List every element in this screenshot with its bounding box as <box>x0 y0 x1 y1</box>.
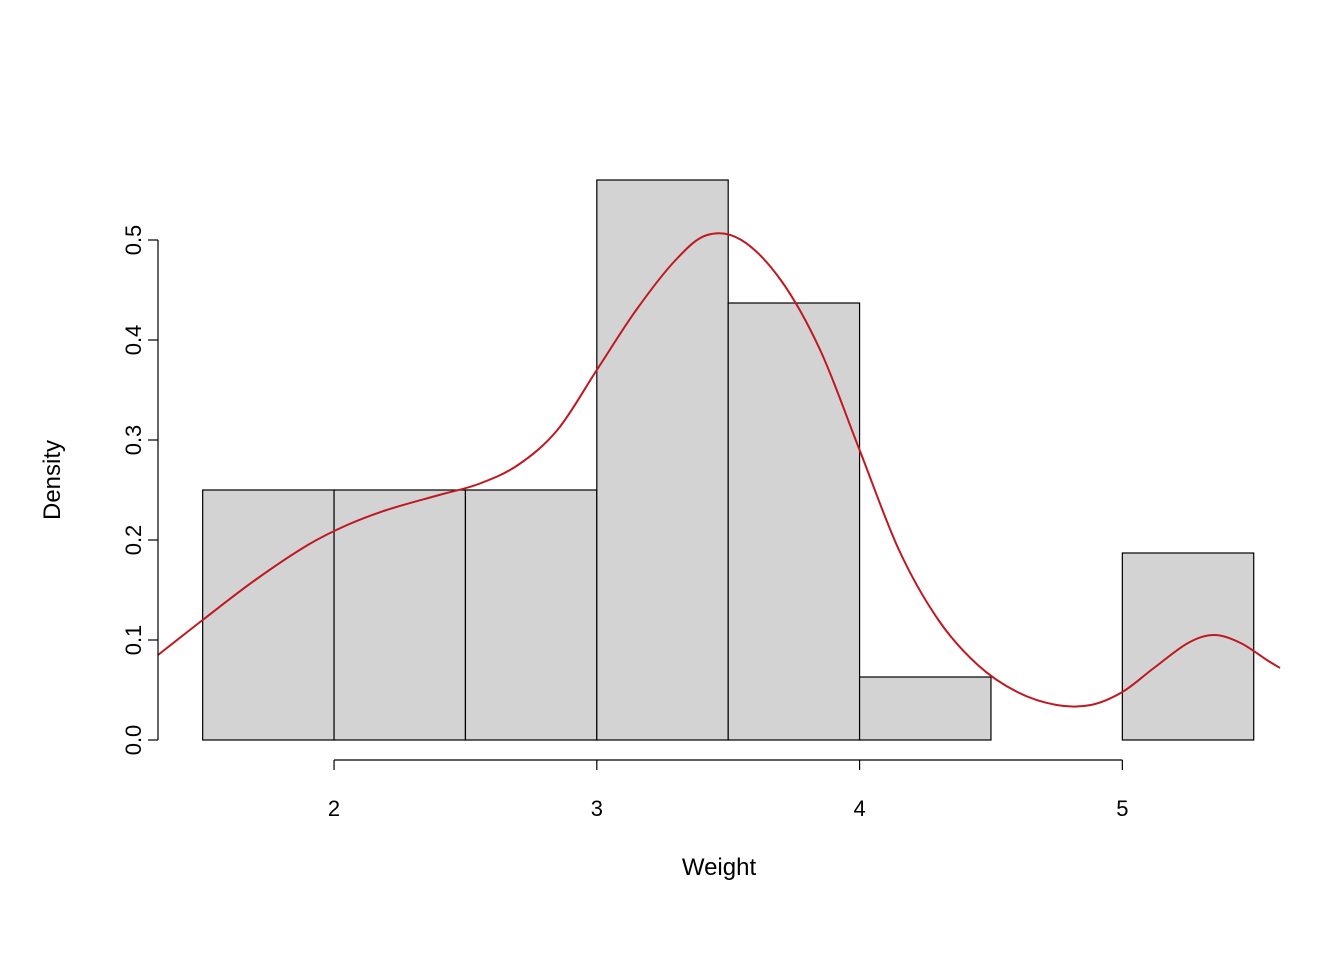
y-tick-label: 0.2 <box>121 525 146 556</box>
y-tick-label: 0.1 <box>121 625 146 656</box>
y-tick-label: 0.0 <box>121 725 146 756</box>
x-axis-label: Weight <box>682 854 757 881</box>
histogram-bar <box>860 677 991 740</box>
histogram-bar <box>728 303 859 740</box>
histogram-bar <box>1122 553 1253 740</box>
chart-svg: 0.0 0.1 0.2 0.3 0.4 0.5 2 3 4 5 Weight Density <box>0 0 1344 960</box>
y-tick-label: 0.4 <box>121 325 146 356</box>
y-tick-label: 0.5 <box>121 225 146 256</box>
histogram-density-chart: 0.0 0.1 0.2 0.3 0.4 0.5 2 3 4 5 Weight Density <box>0 0 1344 960</box>
histogram-bar <box>465 490 596 740</box>
y-tick-label: 0.3 <box>121 425 146 456</box>
x-tick-label: 2 <box>328 796 340 821</box>
histogram-bar <box>334 490 465 740</box>
x-tick-label: 3 <box>591 796 603 821</box>
histogram-bar <box>203 490 334 740</box>
x-tick-label: 5 <box>1116 796 1128 821</box>
x-tick-label: 4 <box>853 796 865 821</box>
histogram-bar <box>597 180 728 740</box>
y-axis-label: Density <box>39 440 66 520</box>
histogram-bars <box>203 180 1254 740</box>
